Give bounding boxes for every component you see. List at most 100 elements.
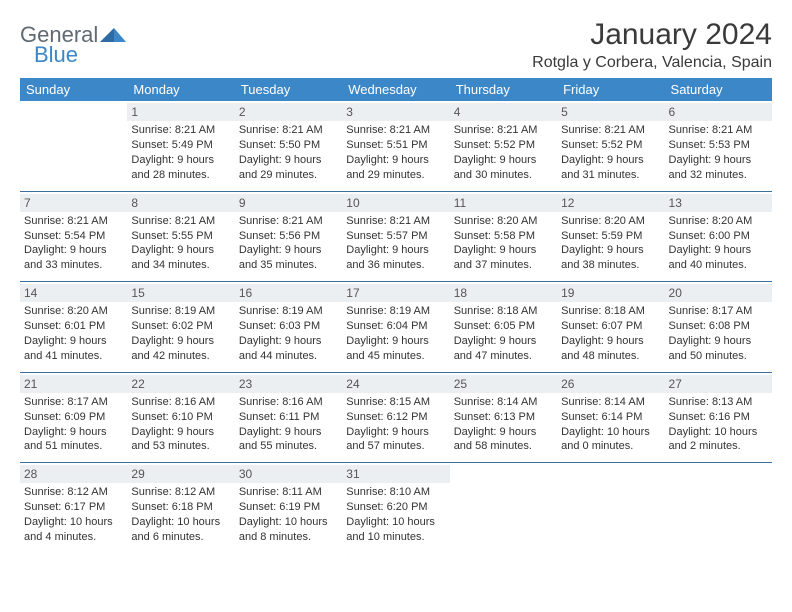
day-number: 17 <box>342 284 449 302</box>
calendar-cell: 10 Sunrise: 8:21 AMSunset: 5:57 PMDayligh… <box>342 191 449 282</box>
sunset-line: Sunset: 5:54 PM <box>24 229 123 244</box>
sunset-line: Sunset: 5:52 PM <box>561 138 660 153</box>
daylight-line: Daylight: 9 hours and 32 minutes. <box>669 153 768 183</box>
weekday-header: Thursday <box>450 78 557 101</box>
header: General January 2024 Rotgla y Corbera, V… <box>20 18 772 72</box>
day-number: 28 <box>20 465 127 483</box>
day-number: 6 <box>665 103 772 121</box>
day-number: 29 <box>127 465 234 483</box>
day-number: 5 <box>557 103 664 121</box>
sunrise-line: Sunrise: 8:21 AM <box>131 123 230 138</box>
calendar-row: 28Sunrise: 8:12 AMSunset: 6:17 PMDayligh… <box>20 463 772 553</box>
daylight-line: Daylight: 9 hours and 28 minutes. <box>131 153 230 183</box>
calendar-cell: 9Sunrise: 8:21 AMSunset: 5:56 PMDaylight… <box>235 191 342 282</box>
sunrise-line: Sunrise: 8:21 AM <box>669 123 768 138</box>
daylight-line: Daylight: 9 hours and 57 minutes. <box>346 425 445 455</box>
weekday-header: Sunday <box>20 78 127 101</box>
sunset-line: Sunset: 6:17 PM <box>24 500 123 515</box>
daylight-line: Daylight: 10 hours and 10 minutes. <box>346 515 445 545</box>
calendar-cell <box>450 463 557 553</box>
sunrise-line: Sunrise: 8:12 AM <box>24 485 123 500</box>
sunset-line: Sunset: 6:11 PM <box>239 410 338 425</box>
day-number: 7 <box>20 194 127 212</box>
calendar-body: 1Sunrise: 8:21 AMSunset: 5:49 PMDaylight… <box>20 101 772 553</box>
sunset-line: Sunset: 6:12 PM <box>346 410 445 425</box>
day-number: 24 <box>342 375 449 393</box>
sunset-line: Sunset: 5:58 PM <box>454 229 553 244</box>
day-number: 10 <box>342 194 449 212</box>
sunset-line: Sunset: 5:59 PM <box>561 229 660 244</box>
day-number: 20 <box>665 284 772 302</box>
title-block: January 2024 Rotgla y Corbera, Valencia,… <box>532 18 772 72</box>
sunset-line: Sunset: 6:00 PM <box>669 229 768 244</box>
sunrise-line: Sunrise: 8:21 AM <box>24 214 123 229</box>
sunrise-line: Sunrise: 8:17 AM <box>24 395 123 410</box>
calendar-cell: 19Sunrise: 8:18 AMSunset: 6:07 PMDayligh… <box>557 282 664 373</box>
calendar-cell: 5 Sunrise: 8:21 AMSunset: 5:52 PMDaylight… <box>557 101 664 191</box>
sunset-line: Sunset: 5:57 PM <box>346 229 445 244</box>
daylight-line: Daylight: 9 hours and 36 minutes. <box>346 243 445 273</box>
daylight-line: Daylight: 9 hours and 40 minutes. <box>669 243 768 273</box>
day-number: 19 <box>557 284 664 302</box>
sunrise-line: Sunrise: 8:18 AM <box>561 304 660 319</box>
sunset-line: Sunset: 6:08 PM <box>669 319 768 334</box>
calendar-cell: 13 Sunrise: 8:20 AMSunset: 6:00 PMDayligh… <box>665 191 772 282</box>
day-number: 3 <box>342 103 449 121</box>
sunrise-line: Sunrise: 8:20 AM <box>454 214 553 229</box>
daylight-line: Daylight: 9 hours and 30 minutes. <box>454 153 553 183</box>
day-number: 27 <box>665 375 772 393</box>
sunrise-line: Sunrise: 8:20 AM <box>669 214 768 229</box>
sunrise-line: Sunrise: 8:21 AM <box>239 123 338 138</box>
daylight-line: Daylight: 9 hours and 38 minutes. <box>561 243 660 273</box>
day-number: 13 <box>665 194 772 212</box>
calendar-cell: 17Sunrise: 8:19 AMSunset: 6:04 PMDayligh… <box>342 282 449 373</box>
calendar-cell: 23Sunrise: 8:16 AMSunset: 6:11 PMDayligh… <box>235 372 342 463</box>
weekday-header: Saturday <box>665 78 772 101</box>
sunset-line: Sunset: 5:49 PM <box>131 138 230 153</box>
sunset-line: Sunset: 5:53 PM <box>669 138 768 153</box>
sunset-line: Sunset: 6:18 PM <box>131 500 230 515</box>
daylight-line: Daylight: 9 hours and 45 minutes. <box>346 334 445 364</box>
daylight-line: Daylight: 9 hours and 55 minutes. <box>239 425 338 455</box>
sunrise-line: Sunrise: 8:19 AM <box>239 304 338 319</box>
calendar-row: 14Sunrise: 8:20 AMSunset: 6:01 PMDayligh… <box>20 282 772 373</box>
sunset-line: Sunset: 6:19 PM <box>239 500 338 515</box>
sunrise-line: Sunrise: 8:16 AM <box>131 395 230 410</box>
sunset-line: Sunset: 6:14 PM <box>561 410 660 425</box>
day-number: 15 <box>127 284 234 302</box>
calendar-header-row: SundayMondayTuesdayWednesdayThursdayFrid… <box>20 78 772 101</box>
daylight-line: Daylight: 9 hours and 47 minutes. <box>454 334 553 364</box>
sunrise-line: Sunrise: 8:13 AM <box>669 395 768 410</box>
sunrise-line: Sunrise: 8:20 AM <box>561 214 660 229</box>
calendar-cell: 1Sunrise: 8:21 AMSunset: 5:49 PMDaylight… <box>127 101 234 191</box>
daylight-line: Daylight: 10 hours and 8 minutes. <box>239 515 338 545</box>
sunset-line: Sunset: 6:03 PM <box>239 319 338 334</box>
sunrise-line: Sunrise: 8:14 AM <box>561 395 660 410</box>
day-number: 16 <box>235 284 342 302</box>
calendar-cell: 2Sunrise: 8:21 AMSunset: 5:50 PMDaylight… <box>235 101 342 191</box>
logo-triangle-icon <box>100 24 126 46</box>
weekday-header: Tuesday <box>235 78 342 101</box>
sunset-line: Sunset: 6:05 PM <box>454 319 553 334</box>
daylight-line: Daylight: 10 hours and 0 minutes. <box>561 425 660 455</box>
daylight-line: Daylight: 9 hours and 31 minutes. <box>561 153 660 183</box>
daylight-line: Daylight: 9 hours and 33 minutes. <box>24 243 123 273</box>
calendar-cell: 4Sunrise: 8:21 AMSunset: 5:52 PMDaylight… <box>450 101 557 191</box>
sunrise-line: Sunrise: 8:19 AM <box>131 304 230 319</box>
calendar-cell: 20Sunrise: 8:17 AMSunset: 6:08 PMDayligh… <box>665 282 772 373</box>
sunrise-line: Sunrise: 8:21 AM <box>561 123 660 138</box>
sunset-line: Sunset: 6:09 PM <box>24 410 123 425</box>
calendar-cell <box>557 463 664 553</box>
daylight-line: Daylight: 9 hours and 53 minutes. <box>131 425 230 455</box>
sunrise-line: Sunrise: 8:21 AM <box>454 123 553 138</box>
calendar-cell: 18Sunrise: 8:18 AMSunset: 6:05 PMDayligh… <box>450 282 557 373</box>
sunrise-line: Sunrise: 8:19 AM <box>346 304 445 319</box>
sunrise-line: Sunrise: 8:18 AM <box>454 304 553 319</box>
sunrise-line: Sunrise: 8:10 AM <box>346 485 445 500</box>
day-number: 23 <box>235 375 342 393</box>
sunset-line: Sunset: 5:51 PM <box>346 138 445 153</box>
month-title: January 2024 <box>532 18 772 52</box>
daylight-line: Daylight: 10 hours and 4 minutes. <box>24 515 123 545</box>
sunrise-line: Sunrise: 8:21 AM <box>346 214 445 229</box>
calendar-cell: 7 Sunrise: 8:21 AMSunset: 5:54 PMDaylight… <box>20 191 127 282</box>
